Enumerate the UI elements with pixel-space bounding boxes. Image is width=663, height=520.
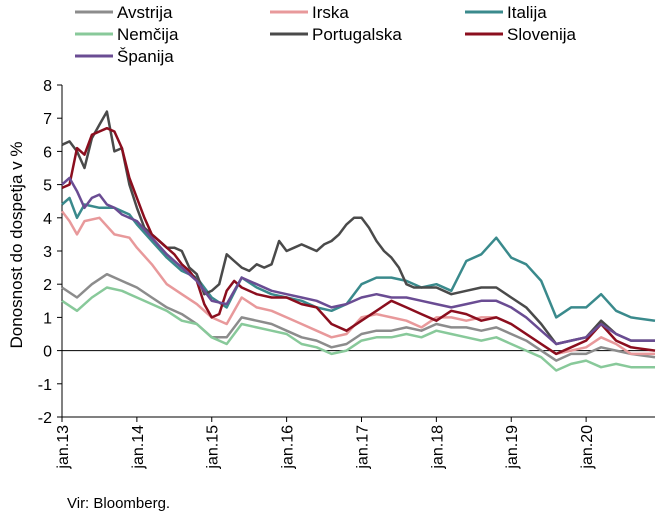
source-note: Vir: Bloomberg. (67, 495, 170, 512)
y-tick-label: 1 (43, 310, 52, 327)
y-tick-label: 8 (43, 78, 52, 95)
y-tick-label: -2 (38, 410, 52, 427)
chart-legend: Avstrija Irska Italija Nemčija Portugalska Sl… (75, 3, 577, 66)
y-tick-label: 6 (43, 144, 52, 161)
x-tick-label: jan.13 (55, 425, 72, 470)
y-tick-label: 0 (43, 344, 52, 361)
x-tick-label: jan.17 (354, 425, 371, 470)
x-tick-label: jan.16 (280, 425, 297, 470)
y-tick-label: 2 (43, 277, 52, 294)
y-tick-label: 7 (43, 111, 52, 128)
legend-label: Španija (117, 47, 174, 66)
y-tick-label: 3 (43, 244, 52, 261)
x-tick-label: jan.19 (504, 425, 521, 470)
series-line-avstrija (61, 272, 656, 362)
series-line-slovenija (61, 126, 656, 356)
series-line-španija (61, 176, 655, 346)
legend-label: Irska (312, 3, 349, 22)
y-tick-label: -1 (38, 377, 52, 394)
series-line-italija (61, 196, 656, 322)
legend-label: Italija (507, 3, 547, 22)
legend-label: Slovenija (507, 25, 577, 44)
x-tick-label: jan.15 (205, 425, 222, 470)
legend-label: Portugalska (312, 25, 402, 44)
series-line-nemčija (61, 286, 655, 372)
legend-label: Avstrija (117, 3, 173, 22)
x-tick-label: jan.14 (130, 425, 147, 470)
x-tick-label: jan.20 (579, 425, 596, 470)
x-tick-label: jan.18 (429, 425, 446, 470)
legend-label: Nemčija (117, 25, 179, 44)
y-axis: 8 7 6 5 4 3 2 1 0 -1 -2 (38, 78, 63, 427)
y-tick-label: 4 (43, 211, 52, 228)
y-tick-label: 5 (43, 178, 52, 195)
x-axis: jan.13 jan.14 jan.15 jan.16 jan.17 jan.18 jan.… (55, 350, 655, 470)
plot-area (61, 110, 656, 372)
series-line-portugalska (61, 110, 655, 346)
y-axis-title: Donosnost do dospetja v % (7, 142, 26, 349)
